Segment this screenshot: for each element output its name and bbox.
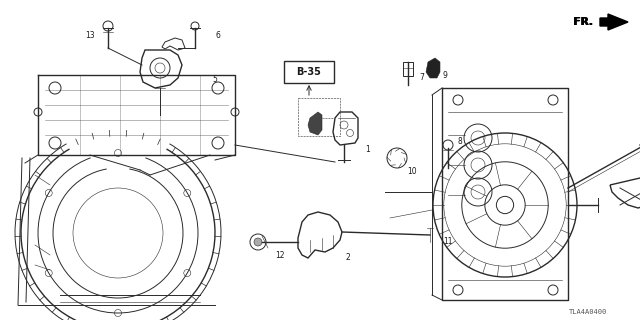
Text: FR.: FR. xyxy=(573,17,593,27)
Text: TLA4A0400: TLA4A0400 xyxy=(569,309,607,315)
Text: 10: 10 xyxy=(407,167,417,177)
Text: 12: 12 xyxy=(275,251,285,260)
Text: 13: 13 xyxy=(85,30,95,39)
Polygon shape xyxy=(426,58,440,78)
Bar xyxy=(298,98,340,136)
Text: 5: 5 xyxy=(212,76,218,84)
Text: 9: 9 xyxy=(443,70,447,79)
Text: 1: 1 xyxy=(365,146,371,155)
Polygon shape xyxy=(308,112,322,135)
Text: B-35: B-35 xyxy=(296,67,321,77)
Text: 11: 11 xyxy=(444,237,452,246)
Text: FR.: FR. xyxy=(573,17,592,27)
Text: 6: 6 xyxy=(216,31,220,41)
Text: 2: 2 xyxy=(346,253,350,262)
Text: 7: 7 xyxy=(420,74,424,83)
Polygon shape xyxy=(600,14,628,30)
Text: 8: 8 xyxy=(458,138,462,147)
Bar xyxy=(403,62,413,76)
Circle shape xyxy=(254,238,262,246)
